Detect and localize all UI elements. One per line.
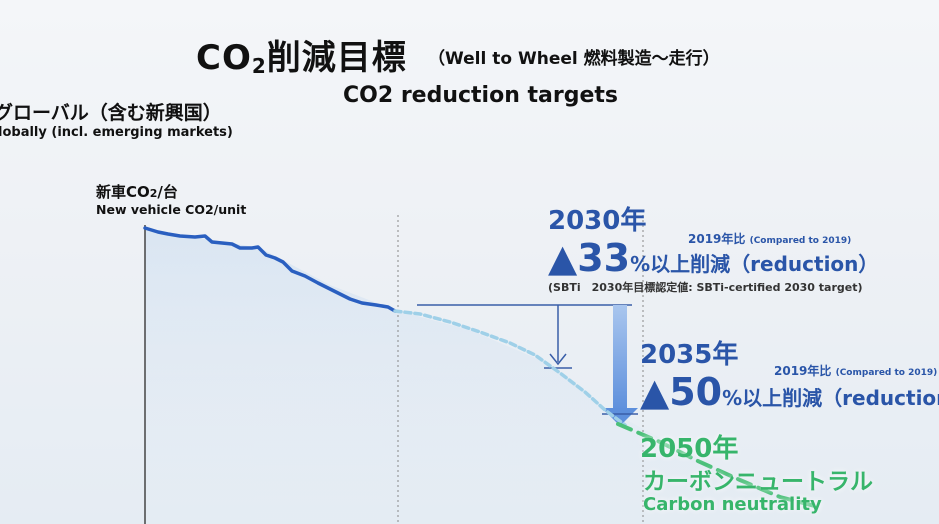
area-under-curve (145, 228, 800, 524)
target-2030-note: (SBTi 2030年目標認定値: SBTi-certified 2030 ta… (548, 281, 863, 294)
page-title-english: CO2 reduction targets (343, 83, 619, 108)
neutrality-line (616, 422, 817, 508)
target-2030-year: 2030年 (548, 206, 647, 236)
page-title: CO2削減目標 (196, 38, 407, 78)
metric-label-jp: 新車CO2/台 (96, 183, 178, 201)
scope-label-en: lobally (incl. emerging markets) (0, 125, 233, 140)
actual-emissions-line (143, 226, 397, 313)
arrow-2035-shaft (613, 305, 627, 411)
scope-label-jp: グローバル（含む新興国） (0, 102, 222, 124)
target-2035-compare: 2019年比 (Compared to 2019) (774, 364, 938, 378)
target-2050-year: 2050年 (640, 434, 739, 464)
metric-label-en: New vehicle CO2/unit (96, 202, 247, 217)
arrow-2030-head (549, 353, 567, 366)
target-2035-year: 2035年 (640, 340, 739, 370)
target-2035-reduction: ▲50%以上削減（reduction） (640, 370, 939, 414)
projected-line (393, 309, 627, 427)
target-2030-reduction: ▲33%以上削減（reduction） (548, 236, 879, 280)
target-2050-label-jp: カーボンニュートラル (643, 469, 873, 495)
target-2050-label-en: Carbon neutrality (643, 494, 822, 515)
triangle-icon: ▲ (548, 236, 578, 280)
triangle-icon: ▲ (640, 370, 670, 414)
target-2030-compare: 2019年比 (Compared to 2019) (688, 232, 852, 246)
page-subtitle: （Well to Wheel 燃料製造～走行） (428, 49, 720, 69)
